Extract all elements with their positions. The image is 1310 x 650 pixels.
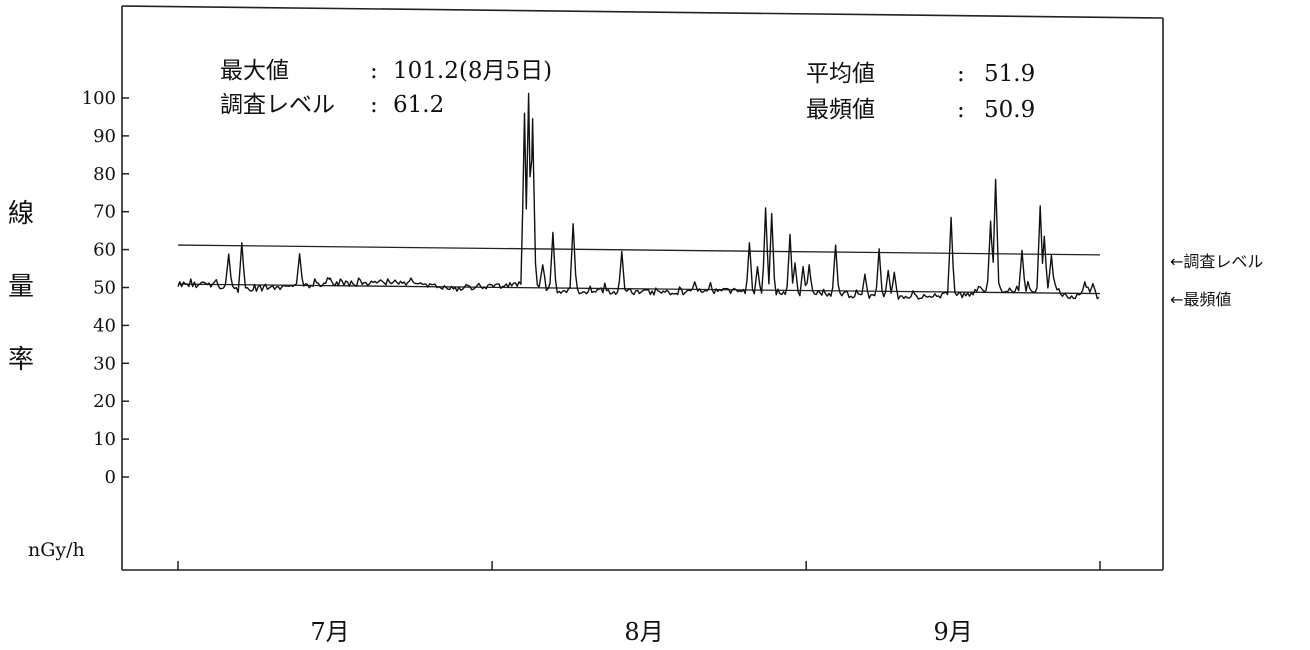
y-tick-label: 80 (93, 164, 116, 185)
survey-value: 61.2 (393, 92, 444, 118)
y-tick-label: 40 (93, 315, 116, 336)
plot-frame (121, 5, 1164, 571)
y-tick-label: 0 (105, 467, 116, 488)
month-label: 8月 (624, 618, 663, 646)
month-label: 9月 (933, 618, 972, 646)
y-axis-title-char: 率 (8, 345, 34, 375)
y-axis-title-char: 量 (8, 272, 34, 302)
survey-colon: : (370, 92, 378, 118)
y-tick-label: 20 (93, 391, 116, 412)
survey-level-label: ←調査レベル (1170, 252, 1263, 271)
dose-rate-series-line (177, 92, 1100, 300)
y-ticks: 0 10 20 30 40 50 60 70 80 90 100 (82, 88, 129, 488)
month-label: 7月 (310, 618, 349, 646)
month-labels: 7月 8月 9月 (310, 618, 972, 646)
max-colon: : (370, 58, 378, 84)
y-tick-label: 100 (82, 88, 116, 109)
avg-label: 平均値 (806, 61, 875, 87)
y-tick-label: 50 (93, 278, 116, 299)
mode-level-label: ←最頻値 (1170, 290, 1231, 309)
unit-label: nGy/h (28, 539, 85, 561)
y-axis-title: 線 量 率 (8, 199, 34, 375)
y-tick-label: 60 (93, 240, 116, 261)
mode-colon: : (957, 97, 965, 123)
y-axis-title-char: 線 (8, 199, 34, 229)
y-tick-label: 30 (93, 353, 116, 374)
avg-colon: : (957, 61, 965, 87)
y-tick-label: 70 (93, 202, 116, 223)
top-frame-line (121, 5, 1164, 19)
stats-block: 最大値 : 101.2(8月5日) 調査レベル : 61.2 平均値 : 51.… (220, 58, 1035, 123)
survey-level-line (177, 244, 1101, 256)
reference-lines (177, 244, 1101, 295)
y-tick-label: 90 (93, 126, 116, 147)
mode-value: 50.9 (984, 97, 1035, 123)
max-value: 101.2(8月5日) (393, 58, 552, 84)
max-label: 最大値 (220, 58, 289, 84)
survey-label: 調査レベル (220, 92, 335, 118)
avg-value: 51.9 (984, 61, 1035, 87)
y-tick-label: 10 (93, 429, 116, 450)
mode-label: 最頻値 (806, 97, 875, 123)
x-ticks (177, 561, 1101, 570)
